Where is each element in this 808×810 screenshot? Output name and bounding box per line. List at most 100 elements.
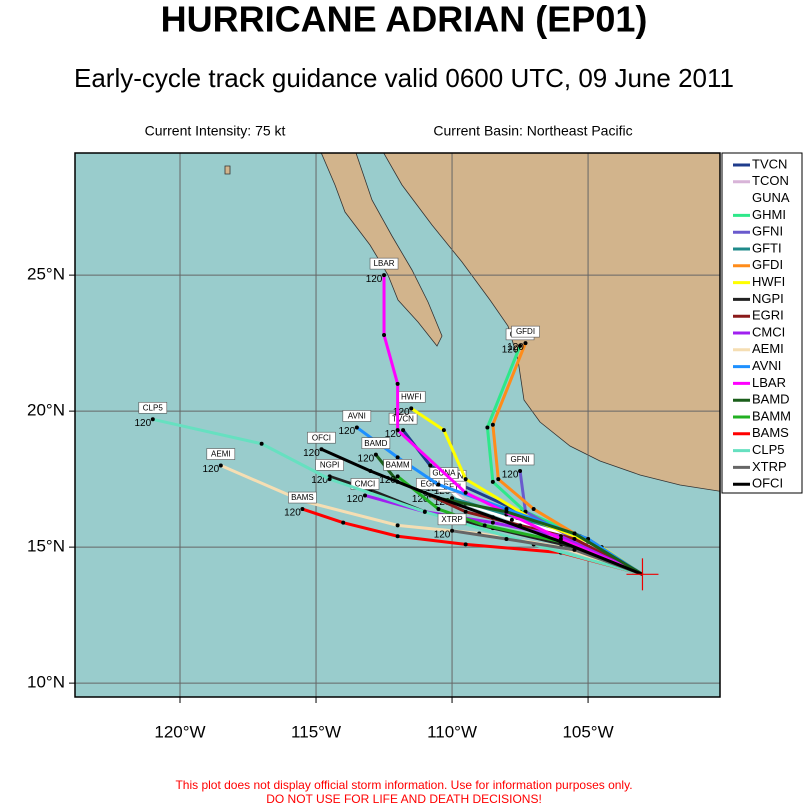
track-name: CLP5 — [143, 403, 164, 412]
legend-label: BAMM — [752, 408, 791, 423]
label-box — [383, 459, 412, 471]
track-point — [382, 273, 387, 278]
y-tick-label: 10°N — [27, 673, 65, 692]
track-point — [490, 422, 495, 427]
track-point — [422, 490, 427, 495]
legend-label: EGRI — [752, 308, 784, 323]
disclaimer: DO NOT USE FOR LIFE AND DEATH DECISIONS! — [266, 792, 542, 806]
track-point — [482, 523, 487, 528]
track-point — [490, 515, 495, 520]
legend-label: AVNI — [752, 358, 781, 373]
hour-label: 120 — [358, 453, 375, 464]
subtitle: Early-cycle track guidance valid 0600 UT… — [74, 63, 734, 93]
track-point — [428, 463, 433, 468]
track-point — [382, 332, 387, 337]
legend-label: GUNA — [752, 190, 790, 205]
legend-label: XTRP — [752, 459, 787, 474]
track-point — [450, 528, 455, 533]
track-point — [395, 523, 400, 528]
legend-label: CLP5 — [752, 442, 785, 457]
legend-label: BAMS — [752, 425, 789, 440]
hour-label: 120 — [502, 344, 519, 355]
legend-label: AEMI — [752, 341, 784, 356]
label-box — [206, 448, 236, 460]
track-point — [523, 341, 528, 346]
track-point — [509, 517, 514, 522]
track-point — [463, 477, 468, 482]
y-tick-label: 15°N — [27, 537, 65, 556]
label-box — [307, 431, 336, 444]
track-point — [218, 463, 223, 468]
label-box — [288, 491, 317, 504]
island — [224, 165, 231, 175]
track-point — [395, 474, 400, 479]
intensity: Current Intensity: 75 kt — [145, 123, 286, 139]
track-name: AVNI — [348, 412, 366, 421]
baja-california — [320, 153, 443, 347]
track-name: EGRI — [420, 480, 440, 489]
track-name: NGPI — [320, 461, 340, 470]
title: HURRICANE ADRIAN (EP01) — [161, 0, 648, 40]
land — [224, 153, 720, 492]
track-point — [341, 520, 346, 525]
track-name: XTRP — [441, 515, 462, 524]
track — [320, 447, 644, 576]
legend-label: GFTI — [752, 240, 782, 255]
track-point — [436, 507, 441, 512]
label-box — [388, 412, 418, 425]
track-point — [373, 452, 378, 457]
track-point — [485, 425, 490, 430]
track-point — [327, 477, 332, 482]
basin: Current Basin: Northeast Pacific — [433, 123, 632, 139]
label-box — [361, 437, 391, 449]
label-box — [138, 401, 168, 414]
track-point — [150, 417, 155, 422]
track-point — [395, 381, 400, 386]
y-tick-label: 25°N — [27, 265, 65, 284]
track-point — [504, 536, 509, 541]
hour-label: 120 — [434, 529, 451, 540]
track-point — [518, 343, 523, 348]
label-box — [350, 478, 380, 490]
track-name: HWFI — [401, 393, 421, 402]
hour-label: 120 — [303, 448, 320, 459]
track-point — [441, 428, 446, 433]
legend-label: GFDI — [752, 257, 783, 272]
label-box — [342, 410, 372, 422]
track-point — [362, 493, 367, 498]
x-tick-label: 110°W — [427, 722, 477, 741]
legend-label: TCON — [752, 173, 789, 188]
legend-label: HWFI — [752, 274, 785, 289]
track-point — [401, 428, 406, 433]
track-point — [395, 428, 400, 433]
x-tick-label: 120°W — [154, 722, 205, 741]
track-name: GFNI — [510, 455, 529, 464]
track-point — [463, 542, 468, 547]
hour-label: 120 — [507, 342, 524, 353]
track — [152, 417, 643, 576]
label-box — [505, 453, 535, 466]
track-name: GFDI — [516, 327, 535, 336]
hour-label: 120 — [338, 426, 355, 437]
disclaimer: This plot does not display official stor… — [175, 778, 632, 792]
track-name: BAMD — [364, 439, 387, 448]
legend-label: BAMD — [752, 392, 790, 407]
track-name: AEMI — [211, 450, 231, 459]
hour-label: 120 — [379, 475, 396, 486]
track — [374, 453, 644, 576]
hour-label: 120 — [347, 494, 364, 505]
track-point — [463, 509, 468, 514]
track-name: BAMS — [291, 493, 314, 502]
track-point — [490, 520, 495, 525]
track-point — [463, 490, 468, 495]
legend-label: TVCN — [752, 156, 787, 171]
map-frame — [74, 152, 721, 698]
track-point — [259, 441, 264, 446]
track-point — [572, 531, 577, 536]
hour-label: 120 — [311, 475, 328, 486]
track-point — [395, 455, 400, 460]
legend-label: GFNI — [752, 224, 783, 239]
x-tick-label: 105°W — [562, 722, 613, 741]
legend-box — [721, 152, 803, 494]
track-name: OFCI — [312, 433, 331, 442]
